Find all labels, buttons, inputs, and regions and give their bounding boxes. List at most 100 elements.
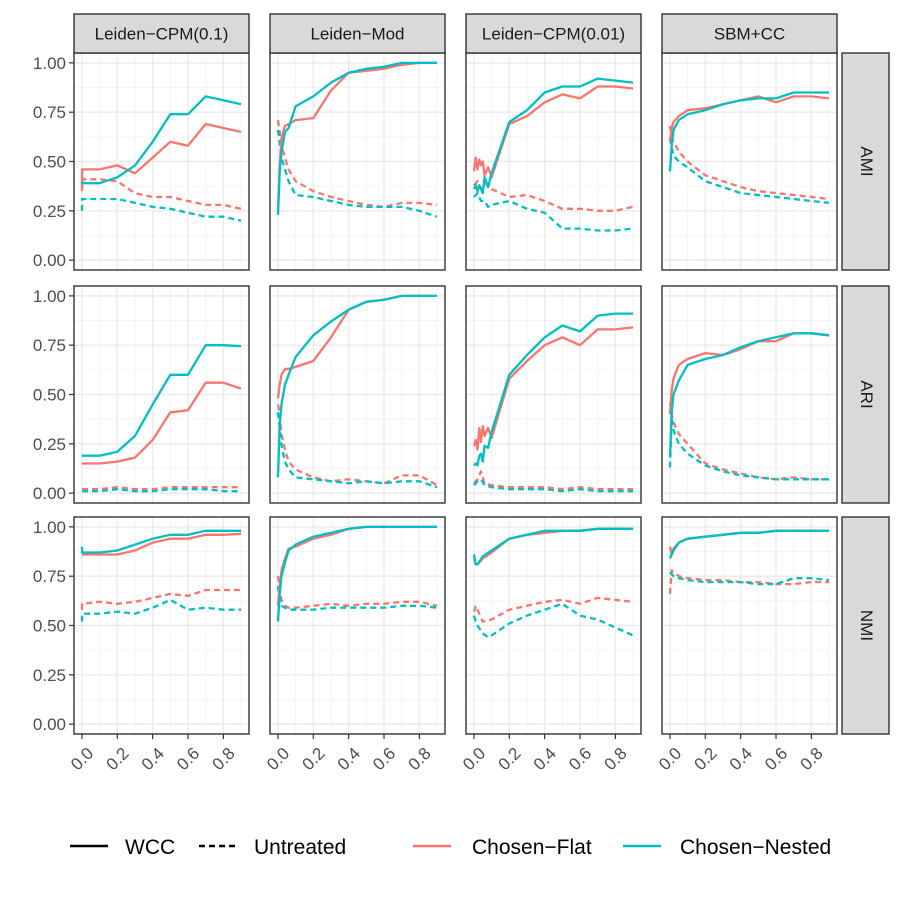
panel-nmi-leiden-cpm-0-01: [465, 516, 642, 735]
panel-border: [269, 285, 446, 504]
y-tick-label: 1.00: [33, 518, 66, 537]
panel-ari-leiden-mod: [269, 285, 446, 504]
x-tick-label: 0.6: [565, 744, 595, 774]
column-strip-label: Leiden−CPM(0.1): [95, 25, 229, 44]
series-line-nested-wcc: [276, 294, 437, 478]
y-tick-label: 0.75: [33, 567, 66, 586]
panel-ami-leiden-cpm-0-01: [465, 52, 642, 271]
y-tick-label: 0.25: [33, 435, 66, 454]
series-line-nested-untreated: [668, 417, 829, 481]
panel-ami-sbm-cc: [661, 52, 838, 271]
y-tick-label: 0.50: [33, 386, 66, 405]
panel-ari-sbm-cc: [661, 285, 838, 504]
series-line-nested-wcc: [472, 527, 633, 566]
x-tick-label: 0.6: [761, 744, 791, 774]
column-strip-background: [661, 13, 838, 54]
y-tick-label: 1.00: [33, 287, 66, 306]
series-line-nested-untreated: [473, 191, 634, 232]
legend-chosen-nested-label: Chosen−Nested: [680, 836, 831, 859]
series-line-nested-wcc: [276, 61, 437, 215]
series-line-nested-untreated: [472, 602, 634, 639]
series-line-flat-untreated: [668, 125, 830, 201]
row-strip-label: AMI: [857, 146, 876, 176]
series-line-nested-wcc: [668, 529, 829, 559]
x-tick-label: 0.4: [726, 744, 756, 774]
x-tick-label: 0.4: [334, 744, 364, 774]
y-tick-label: 0.00: [33, 251, 66, 270]
panel-grid: [73, 52, 838, 735]
panel-border: [465, 516, 642, 735]
series-line-nested-untreated: [276, 585, 438, 611]
panel-border: [661, 516, 838, 735]
series-line-flat-untreated: [276, 576, 438, 609]
series-line-nested-untreated: [80, 598, 241, 622]
series-line-flat-wcc: [80, 122, 242, 188]
series-line-nested-untreated: [276, 129, 438, 218]
row-strips: AMI ARI NMI: [841, 52, 890, 735]
series-line-nested-wcc: [472, 77, 634, 195]
y-tick-label: 0.50: [33, 617, 66, 636]
series-line-flat-wcc: [82, 381, 242, 465]
x-tick-label: 0.0: [263, 744, 293, 774]
column-strip-background: [269, 13, 446, 54]
row-strip-background: [841, 285, 890, 504]
y-axis: 0.00 0.25 0.50 0.75 1.00 0.00 0.25 0.50 0.75 1.00…: [33, 54, 74, 734]
series-line-flat-wcc: [82, 532, 242, 556]
panel-border: [465, 285, 642, 504]
column-strip-label: Leiden−CPM(0.01): [482, 25, 625, 44]
panel-border: [661, 285, 838, 504]
y-tick-label: 1.00: [33, 54, 66, 73]
x-tick-label: 0.8: [797, 744, 827, 774]
x-tick-label: 0.8: [601, 744, 631, 774]
series-line-flat-untreated: [80, 178, 242, 210]
series-line-nested-wcc: [473, 312, 633, 467]
series-line-nested-untreated: [82, 488, 241, 493]
y-tick-label: 0.75: [33, 336, 66, 355]
panel-nmi-leiden-cpm-0-1: [73, 516, 250, 735]
series-line-flat-untreated: [472, 596, 634, 623]
panel-nmi-leiden-mod: [269, 516, 446, 735]
x-tick-label: 0.0: [67, 744, 97, 774]
series-line-flat-untreated: [276, 119, 438, 209]
series-line-nested-untreated: [669, 571, 830, 586]
y-tick-label: 0.00: [33, 484, 66, 503]
row-strip-background: [841, 52, 890, 271]
series-line-flat-untreated: [668, 402, 829, 481]
x-tick-label: 0.4: [530, 744, 560, 774]
column-strips: Leiden−CPM(0.1) Leiden−Mod Leiden−CPM(0.01…: [73, 13, 838, 54]
x-tick-label: 0.2: [494, 744, 524, 774]
panel-border: [269, 516, 446, 735]
x-tick-label: 0.2: [102, 744, 132, 774]
x-tick-label: 0.6: [369, 744, 399, 774]
x-tick-label: 0.0: [459, 744, 489, 774]
column-strip-label: Leiden−Mod: [310, 25, 404, 44]
x-tick-label: 0.8: [405, 744, 435, 774]
series-line-nested-wcc: [82, 344, 242, 457]
series-line-flat-untreated: [276, 404, 438, 487]
series-line-nested-untreated: [473, 478, 633, 493]
series-line-nested-wcc: [668, 332, 830, 458]
series-line-nested-wcc: [668, 91, 829, 172]
x-tick-label: 0.2: [690, 744, 720, 774]
y-tick-label: 0.00: [33, 715, 66, 734]
x-tick-label: 0.6: [173, 744, 203, 774]
series-line-nested-untreated: [80, 197, 242, 222]
row-strip-label: ARI: [857, 380, 876, 408]
column-strip-background: [73, 13, 250, 54]
x-axis: 0.0 0.2 0.4 0.6 0.8 0.0 0.2 0.4 0.6 0.8 0.0 0.2 0.4 0…: [67, 734, 827, 774]
row-strip-label: NMI: [857, 610, 876, 641]
column-strip-background: [465, 13, 642, 54]
panel-ari-leiden-cpm-0-01: [465, 285, 642, 504]
x-tick-label: 0.2: [298, 744, 328, 774]
series-line-flat-wcc: [276, 61, 437, 211]
panel-ami-leiden-cpm-0-1: [73, 52, 250, 271]
panel-nmi-sbm-cc: [661, 516, 838, 735]
y-tick-label: 0.25: [33, 666, 66, 685]
panel-ari-leiden-cpm-0-1: [73, 285, 250, 504]
y-tick-label: 0.75: [33, 103, 66, 122]
series-line-flat-untreated: [82, 486, 241, 491]
series-line-nested-wcc: [276, 525, 437, 622]
legend: WCC Untreated Chosen−Flat Chosen−Nested: [70, 836, 831, 859]
legend-untreated-label: Untreated: [254, 836, 346, 859]
row-strip-background: [841, 516, 890, 735]
